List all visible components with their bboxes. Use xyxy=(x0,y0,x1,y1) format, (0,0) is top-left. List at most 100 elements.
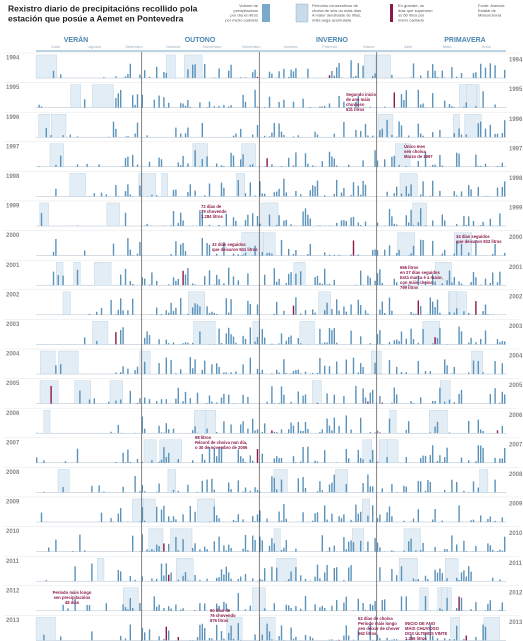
rain-bar xyxy=(367,313,369,315)
rain-bar xyxy=(240,639,242,641)
rain-bar xyxy=(424,281,427,286)
rain-bar xyxy=(376,334,379,345)
rain-bar xyxy=(249,164,251,167)
rain-bar xyxy=(165,457,167,463)
rain-bar xyxy=(348,635,350,641)
rain-bar xyxy=(230,152,232,167)
rain-bar xyxy=(372,639,374,641)
rain-bar xyxy=(254,195,256,197)
rain-bar xyxy=(38,104,40,108)
rain-bar xyxy=(168,606,170,611)
rain-bar xyxy=(333,75,335,78)
rain-bar xyxy=(141,461,143,463)
rain-bar xyxy=(331,156,333,167)
rain-bar xyxy=(218,328,220,345)
rain-bar xyxy=(393,387,395,404)
rain-bar xyxy=(184,251,187,256)
rain-bar xyxy=(369,459,371,463)
rain-bar xyxy=(333,474,335,493)
rain-bar xyxy=(261,540,263,552)
rain-bar xyxy=(338,426,340,434)
rain-bar xyxy=(343,187,345,197)
rain-bar xyxy=(328,547,331,552)
rain-bar xyxy=(343,396,345,404)
rain-bar xyxy=(417,89,419,108)
rain-bar xyxy=(136,122,139,138)
rain-bar xyxy=(307,214,309,226)
rain-bar xyxy=(172,516,175,522)
rain-bar xyxy=(427,479,429,493)
rain-bar xyxy=(393,193,395,197)
rain-bar xyxy=(259,373,261,374)
rain-bar xyxy=(465,225,467,226)
rain-bar xyxy=(256,368,259,374)
rain-bar xyxy=(218,366,220,374)
rain-bar xyxy=(103,77,105,78)
legend-swatch xyxy=(390,4,393,22)
rain-bar xyxy=(405,456,407,463)
rain-bar xyxy=(446,365,448,374)
rain-bar xyxy=(345,625,347,641)
year-label-right: 2006 xyxy=(509,413,523,419)
rain-bar xyxy=(333,158,335,167)
rain-bar xyxy=(468,342,470,345)
rain-bar xyxy=(242,491,244,493)
rain-bar xyxy=(381,600,383,611)
rain-bar xyxy=(180,212,182,226)
rain-bar xyxy=(201,369,203,374)
rain-bar xyxy=(240,77,242,78)
rain-bar xyxy=(456,76,458,78)
rain-bar xyxy=(369,486,371,493)
month-label: Xullo xyxy=(51,44,61,49)
rain-bar xyxy=(120,507,122,522)
rain-bar xyxy=(326,418,328,434)
rain-bar xyxy=(422,639,424,641)
rain-bar xyxy=(230,105,232,108)
annotation: DOS ÚLTIMOS VINTE xyxy=(405,631,447,636)
rain-bar xyxy=(110,299,112,315)
rain-bar xyxy=(300,575,302,582)
annotation: 72 días de xyxy=(201,204,222,209)
rain-bar xyxy=(357,222,359,226)
rain-bar xyxy=(278,343,280,345)
rain-bar xyxy=(252,213,254,226)
rain-bar xyxy=(192,64,194,78)
rain-bar xyxy=(182,155,184,167)
rain-bar xyxy=(295,273,297,286)
rain-bar xyxy=(432,220,434,226)
rain-bar xyxy=(405,338,407,345)
rain-bar xyxy=(237,514,239,522)
rain-bar xyxy=(429,455,431,463)
annotation: sen precipitacións xyxy=(54,595,91,600)
rain-bar xyxy=(477,361,479,374)
rain-bar xyxy=(494,133,496,138)
rain-bar xyxy=(362,367,364,374)
year-label: 1998 xyxy=(6,174,20,180)
rain-bar xyxy=(494,520,496,522)
rain-bar xyxy=(218,518,220,522)
rain-bar xyxy=(132,298,134,315)
rain-bar xyxy=(64,461,67,463)
rain-bar xyxy=(86,604,88,611)
rain-bar xyxy=(175,241,177,256)
rain-bar xyxy=(410,634,412,641)
rain-period xyxy=(176,558,194,582)
title: Rexistro diario de precipitacións recoll… xyxy=(8,3,198,13)
rain-bar xyxy=(88,605,91,611)
rain-bar xyxy=(364,310,367,315)
rain-bar xyxy=(170,520,172,522)
rain-bar xyxy=(398,341,400,345)
rain-bar xyxy=(504,120,506,138)
rain-bar xyxy=(388,506,391,522)
rain-period xyxy=(273,469,288,493)
rain-bar xyxy=(148,284,151,286)
rain-bar xyxy=(290,224,292,226)
rain-bar xyxy=(211,364,213,374)
rain-period xyxy=(466,84,478,108)
rain-bar xyxy=(264,274,266,286)
rain-bar xyxy=(408,541,410,552)
rain-bar xyxy=(50,135,52,138)
year-label-right: 2002 xyxy=(509,294,523,300)
rain-bar xyxy=(388,209,391,226)
rain-bar xyxy=(127,184,129,197)
